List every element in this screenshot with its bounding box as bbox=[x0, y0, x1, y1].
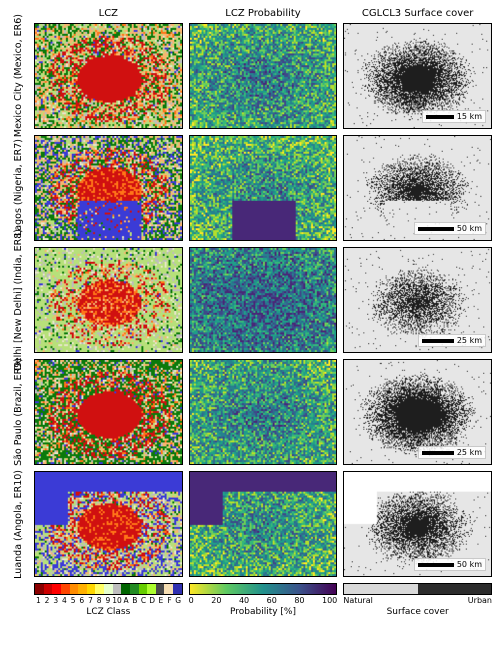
legend-prob-label: Probability [%] bbox=[189, 607, 338, 617]
legend-lcz-label: LCZ Class bbox=[34, 607, 183, 617]
panel-delhi-prob bbox=[189, 247, 338, 353]
row-label-mexico: Mexico City (Mexico, ER6) bbox=[8, 23, 28, 129]
legends-row: 12345678910ABCDEFG LCZ Class 02040608010… bbox=[8, 583, 492, 617]
scalebar: 50 km bbox=[414, 558, 486, 571]
panel-lagos-lcz bbox=[34, 135, 183, 241]
panel-saopaulo-prob bbox=[189, 359, 338, 465]
figure-grid: LCZ LCZ Probability CGLCL3 Surface cover… bbox=[8, 8, 492, 617]
legend-surface: NaturalUrban Surface cover bbox=[343, 583, 492, 617]
row-label-delhi: Delhi [New Delhi] (India, ER8) bbox=[8, 247, 28, 353]
panel-saopaulo-surf: 25 km bbox=[343, 359, 492, 465]
panel-delhi-surf: 25 km bbox=[343, 247, 492, 353]
scalebar: 25 km bbox=[418, 334, 486, 347]
panel-lagos-surf: 50 km bbox=[343, 135, 492, 241]
legend-surface-label: Surface cover bbox=[343, 607, 492, 617]
scalebar: 50 km bbox=[414, 222, 486, 235]
panel-mexico-surf: 15 km bbox=[343, 23, 492, 129]
col-header-lcz: LCZ bbox=[34, 8, 183, 19]
panel-lagos-prob bbox=[189, 135, 338, 241]
col-header-surface: CGLCL3 Surface cover bbox=[343, 8, 492, 19]
panel-grid: Mexico City (Mexico, ER6) 15 km Lagos (Nig… bbox=[8, 23, 492, 577]
panel-luanda-lcz bbox=[34, 471, 183, 577]
panel-luanda-prob bbox=[189, 471, 338, 577]
row-label-lagos: Lagos (Nigeria, ER7) bbox=[8, 135, 28, 241]
panel-mexico-prob bbox=[189, 23, 338, 129]
panel-mexico-lcz bbox=[34, 23, 183, 129]
panel-delhi-lcz bbox=[34, 247, 183, 353]
column-headers: LCZ LCZ Probability CGLCL3 Surface cover bbox=[8, 8, 492, 19]
legend-lcz: 12345678910ABCDEFG LCZ Class bbox=[34, 583, 183, 617]
legend-probability: 020406080100 Probability [%] bbox=[189, 583, 338, 617]
scalebar: 25 km bbox=[418, 446, 486, 459]
col-header-prob: LCZ Probability bbox=[189, 8, 338, 19]
panel-luanda-surf: 50 km bbox=[343, 471, 492, 577]
row-label-saopaulo: São Paulo (Brazil, ER9) bbox=[8, 359, 28, 465]
row-label-luanda: Luanda (Angola, ER10) bbox=[8, 471, 28, 577]
scalebar: 15 km bbox=[422, 110, 486, 123]
panel-saopaulo-lcz bbox=[34, 359, 183, 465]
